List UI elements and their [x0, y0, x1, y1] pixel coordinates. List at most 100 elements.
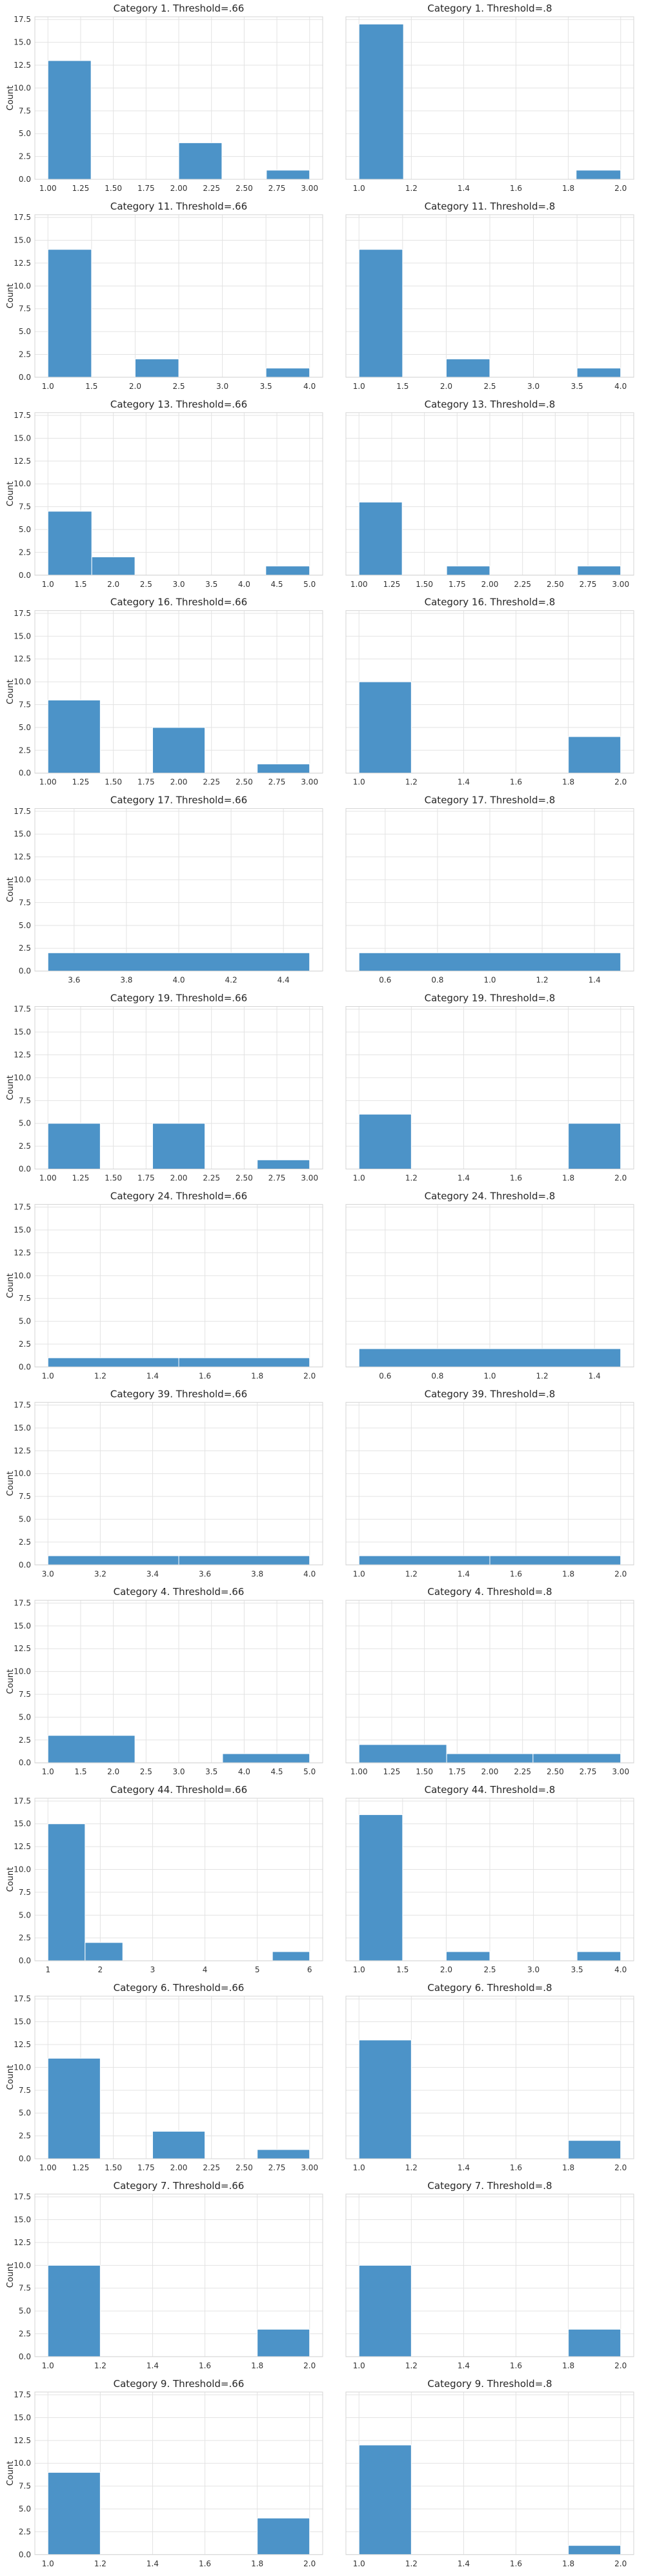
histogram-bar	[47, 699, 101, 774]
subplot: 0.0 2.5 5.0 7.5 10.0 12.5 15.0 17.5 1.00 1.25 1.50…	[6, 1982, 323, 2172]
subplot-title: Category 17. Threshold=.66	[110, 795, 247, 806]
y-axis-label: Count	[6, 877, 15, 902]
x-tick-label: 2.00	[481, 1767, 499, 1776]
x-tick-label: 2.0	[614, 778, 627, 787]
y-tick-label: 17.5	[14, 411, 31, 420]
plot-frame	[345, 412, 634, 576]
x-tick-label: 1.50	[105, 2163, 122, 2172]
x-tick-label: 3.0	[42, 1569, 54, 1578]
x-tick-label: 1.4	[146, 1371, 159, 1380]
x-tick-label: 4.0	[614, 382, 627, 391]
x-tick-label: 3.00	[301, 1174, 318, 1183]
histogram-bar	[152, 2131, 206, 2159]
subplot: 1.0 1.2 1.4 1.6 1.8 2.0 Category 19. Threshold…	[345, 993, 634, 1183]
histogram-bar	[568, 2140, 621, 2159]
plot-frame	[345, 610, 634, 774]
y-tick-label: 2.5	[19, 1934, 31, 1943]
x-tick-label: 1.6	[510, 184, 522, 193]
y-tick-label: 5.0	[19, 2306, 31, 2315]
x-tick-label: 1.5	[74, 1767, 86, 1776]
histogram-bar	[272, 1951, 310, 1961]
plot-frame	[34, 1798, 323, 1961]
x-tick-label: 1.4	[458, 2559, 470, 2568]
x-tick-label: 4.4	[278, 976, 290, 985]
histogram-bar	[576, 170, 621, 180]
y-tick-label: 5.0	[19, 2108, 31, 2117]
subplot-title: Category 17. Threshold=.8	[425, 795, 556, 806]
plot-frame	[34, 16, 323, 180]
y-tick-label: 17.5	[14, 1796, 31, 1805]
x-tick-label: 1.0	[353, 2559, 365, 2568]
histogram-bar	[47, 249, 92, 378]
subplot-title: Category 11. Threshold=.8	[425, 201, 556, 212]
histogram-bar	[358, 1114, 412, 1169]
x-tick-label: 1.2	[405, 184, 418, 193]
x-tick-label: 2.75	[268, 778, 286, 787]
x-tick-label: 3.0	[172, 580, 185, 589]
plot-frame	[34, 1204, 323, 1367]
y-tick-label: 12.5	[14, 1051, 31, 1060]
x-tick-label: 1.0	[483, 1371, 496, 1380]
y-tick-label: 15.0	[14, 38, 31, 47]
x-tick-label: 1.2	[405, 2163, 418, 2172]
x-tick-label: 4.0	[238, 1767, 250, 1776]
y-tick-label: 10.0	[14, 1271, 31, 1280]
histogram-bar	[222, 1753, 310, 1763]
y-tick-label: 12.5	[14, 1842, 31, 1851]
x-tick-label: 1.50	[416, 1767, 433, 1776]
histogram-bar	[178, 1357, 310, 1367]
histogram-bar	[47, 2264, 101, 2357]
y-tick-label: 0.0	[19, 2154, 31, 2163]
x-tick-label: 1.8	[562, 2559, 574, 2568]
histogram-bar	[47, 511, 92, 576]
histogram-bar	[358, 1555, 490, 1565]
y-tick-label: 7.5	[19, 898, 31, 907]
y-axis-label: Count	[6, 1273, 15, 1298]
x-tick-label: 2.0	[129, 382, 141, 391]
y-tick-label: 0.0	[19, 373, 31, 382]
histogram-bar	[85, 1942, 123, 1961]
x-tick-label: 1.6	[510, 2361, 522, 2370]
plot-frame	[345, 2392, 634, 2555]
plot-frame	[34, 1006, 323, 1169]
histogram-bar	[47, 1823, 86, 1961]
y-tick-label: 15.0	[14, 433, 31, 442]
subplot-title: Category 13. Threshold=.66	[110, 399, 247, 410]
y-tick-label: 0.0	[19, 1758, 31, 1767]
y-tick-label: 12.5	[14, 2040, 31, 2049]
y-tick-label: 10.0	[14, 1667, 31, 1676]
y-tick-label: 12.5	[14, 457, 31, 466]
plot-frame	[34, 2392, 323, 2555]
y-tick-label: 5.0	[19, 1910, 31, 1919]
subplot-title: Category 44. Threshold=.8	[425, 1784, 556, 1796]
y-tick-label: 15.0	[14, 1027, 31, 1036]
x-tick-label: 1.00	[39, 778, 57, 787]
subplot-title: Category 7. Threshold=.66	[114, 2180, 245, 2192]
x-tick-label: 1.0	[42, 1767, 54, 1776]
x-tick-label: 3.0	[216, 382, 228, 391]
x-tick-label: 2.25	[203, 184, 220, 193]
x-tick-label: 1	[45, 1965, 50, 1974]
x-tick-label: 0.6	[379, 1371, 391, 1380]
x-tick-label: 1.2	[405, 1569, 418, 1578]
subplot-title: Category 39. Threshold=.66	[110, 1388, 247, 1400]
y-axis-label: Count	[6, 1075, 15, 1100]
x-tick-label: 1.2	[94, 1371, 106, 1380]
x-tick-label: 1.50	[105, 1174, 122, 1183]
x-tick-label: 2.0	[614, 2361, 627, 2370]
x-tick-label: 3.0	[527, 1965, 540, 1974]
x-tick-label: 1.4	[458, 1569, 470, 1578]
x-tick-label: 2.5	[140, 1767, 152, 1776]
x-tick-label: 1.0	[353, 1569, 365, 1578]
subplot: 1.0 1.2 1.4 1.6 1.8 2.0 Category 6. Threshold=…	[345, 1982, 634, 2172]
subplot-title: Category 16. Threshold=.66	[110, 597, 247, 608]
subplot-title: Category 6. Threshold=.8	[427, 1982, 552, 1994]
y-tick-label: 10.0	[14, 1073, 31, 1082]
y-tick-label: 7.5	[19, 304, 31, 313]
histogram-bar	[446, 1753, 534, 1763]
y-tick-label: 10.0	[14, 2459, 31, 2468]
x-tick-label: 1.0	[483, 976, 496, 985]
y-tick-label: 15.0	[14, 1819, 31, 1828]
histogram-bar	[178, 142, 223, 180]
